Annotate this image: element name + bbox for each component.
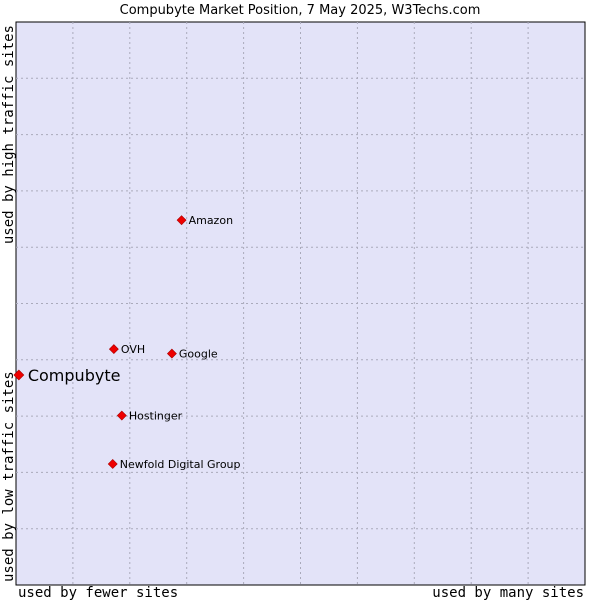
point-marker-newfold-digital-group xyxy=(107,459,118,469)
point-marker-hostinger xyxy=(116,410,127,421)
x-axis-label-right: used by many sites xyxy=(432,585,584,600)
y-axis-label-top: used by high traffic sites xyxy=(1,25,17,244)
point-label-newfold-digital-group: Newfold Digital Group xyxy=(120,458,241,471)
point-marker-amazon xyxy=(176,215,187,226)
point-label-compubyte: Compubyte xyxy=(28,366,121,385)
point-label-amazon: Amazon xyxy=(189,214,233,227)
point-marker-ovh xyxy=(108,344,119,355)
point-marker-google xyxy=(166,348,177,359)
y-axis-label-bottom: used by low traffic sites xyxy=(1,371,17,582)
point-marker-compubyte xyxy=(13,369,25,381)
chart-title: Compubyte Market Position, 7 May 2025, W… xyxy=(120,3,481,18)
point-label-google: Google xyxy=(179,348,218,361)
point-label-hostinger: Hostinger xyxy=(129,410,183,423)
data-points: Compubyte Amazon OVH Google Hostinger Newfold… xyxy=(13,214,241,471)
grid-lines xyxy=(16,22,585,585)
x-axis-label-left: used by fewer sites xyxy=(18,585,178,600)
point-label-ovh: OVH xyxy=(121,343,145,356)
